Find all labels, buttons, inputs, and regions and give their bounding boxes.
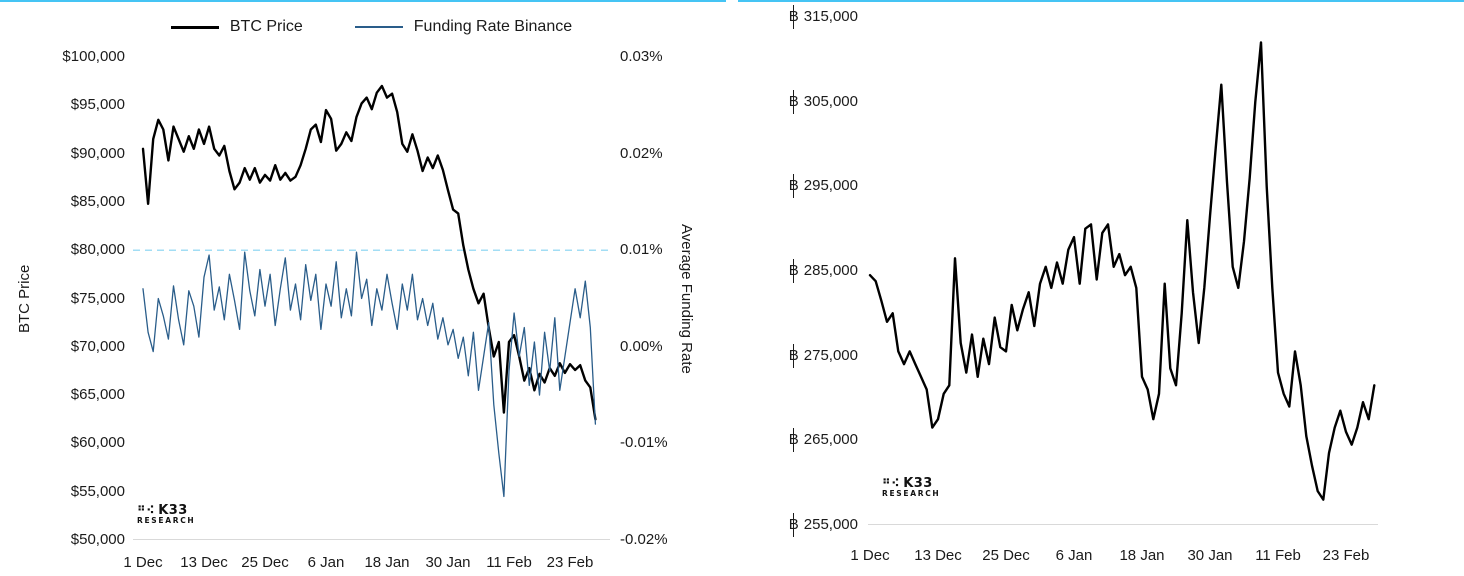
x-axis-tick-label: 18 Jan bbox=[364, 554, 410, 571]
x-axis-tick-label: 11 Feb bbox=[1255, 547, 1301, 564]
y-axis-tick-label: $80,000 bbox=[70, 241, 125, 259]
baht-currency-icon: B bbox=[788, 513, 799, 537]
y-axis-tick-label: $90,000 bbox=[70, 144, 125, 162]
chart-legend: BTC Price Funding Rate Binance bbox=[133, 18, 610, 36]
y-axis-tick-label: $100,000 bbox=[62, 48, 125, 65]
y-axis-tick-label: $85,000 bbox=[70, 192, 125, 210]
y-axis-tick-label: $55,000 bbox=[70, 482, 125, 500]
x-axis-tick-label: 18 Jan bbox=[1119, 547, 1165, 564]
plot-area-right-chart bbox=[868, 41, 1378, 525]
x-axis-tick-label: 13 Dec bbox=[180, 554, 228, 571]
baht-currency-icon: B bbox=[788, 5, 799, 29]
y-axis-tick-label: B 255,000 bbox=[788, 513, 858, 537]
y-axis-tick-label: $50,000 bbox=[70, 531, 125, 548]
baht-currency-icon: B bbox=[788, 343, 799, 368]
x-axis-tick-label: 25 Dec bbox=[241, 554, 289, 571]
k33-dots-icon: ⠛⠪ bbox=[882, 477, 901, 490]
x-axis-tick-label: 23 Feb bbox=[1322, 547, 1370, 564]
y-axis-tick-label: B 265,000 bbox=[788, 428, 858, 453]
x-axis-tick-label: 6 Jan bbox=[307, 554, 345, 571]
k33-research-logo: ⠛⠪ K33 RESEARCH bbox=[882, 476, 940, 498]
x-axis-tick-label: 13 Dec bbox=[914, 547, 962, 564]
baht-currency-icon: B bbox=[788, 89, 799, 114]
y-axis-tick-label: 0.00% bbox=[620, 337, 663, 355]
baht-currency-icon: B bbox=[788, 174, 799, 199]
k33-logo-name: K33 bbox=[158, 503, 188, 518]
y-axis-tick-label: 0.02% bbox=[620, 144, 663, 162]
plot-area-left-chart bbox=[133, 84, 610, 540]
accent-top-border bbox=[0, 0, 726, 2]
legend-item-funding-rate: Funding Rate Binance bbox=[354, 18, 573, 36]
k33-logo-subtitle: RESEARCH bbox=[882, 489, 941, 498]
baht-currency-icon: B bbox=[788, 428, 799, 453]
y-axis-tick-label: 0.03% bbox=[620, 48, 663, 65]
x-axis-tick-label: 1 Dec bbox=[123, 554, 163, 571]
btc-price-funding-rate-chart: BTC Price Funding Rate Binance BTC Price… bbox=[0, 0, 726, 576]
funding-rate-line-swatch bbox=[354, 26, 403, 28]
y-axis-tick-label: B 275,000 bbox=[788, 343, 858, 368]
accent-top-border bbox=[738, 0, 1464, 2]
y-axis-tick-label: $70,000 bbox=[70, 337, 125, 355]
y-axis-tick-label: $65,000 bbox=[70, 386, 125, 404]
x-axis-tick-label: 23 Feb bbox=[546, 554, 594, 571]
y-axis-tick-label: $60,000 bbox=[70, 434, 125, 452]
baht-currency-icon: B bbox=[788, 259, 799, 283]
k33-logo-name: K33 bbox=[903, 476, 933, 491]
y-axis-tick-label: B 305,000 bbox=[788, 89, 858, 114]
x-axis-tick-label: 6 Jan bbox=[1055, 547, 1093, 564]
btc-price-baht-chart: ⠛⠪ K33 RESEARCH B 315,000 B 305,000 B 295,000 B… bbox=[738, 0, 1464, 576]
right-axis-title: Average Funding Rate bbox=[678, 223, 695, 374]
y-axis-tick-label: $75,000 bbox=[70, 289, 125, 307]
k33-logo-subtitle: RESEARCH bbox=[137, 516, 196, 525]
x-axis-tick-label: 30 Jan bbox=[425, 554, 471, 571]
k33-dots-icon: ⠛⠪ bbox=[137, 504, 156, 517]
legend-label-funding-rate: Funding Rate Binance bbox=[413, 18, 573, 35]
y-axis-tick-label: B 315,000 bbox=[788, 5, 858, 29]
legend-label-btc-price: BTC Price bbox=[229, 18, 303, 35]
series-line bbox=[868, 41, 1376, 501]
legend-item-btc-price: BTC Price bbox=[170, 18, 303, 36]
y-axis-tick-label: -0.01% bbox=[620, 434, 668, 452]
x-axis-tick-label: 11 Feb bbox=[486, 554, 532, 571]
k33-research-logo: ⠛⠪ K33 RESEARCH bbox=[137, 503, 195, 525]
x-axis-tick-label: 25 Dec bbox=[982, 547, 1030, 564]
btc-price-line-swatch bbox=[170, 25, 219, 29]
series-line bbox=[141, 84, 597, 421]
x-axis-tick-label: 1 Dec bbox=[850, 547, 890, 564]
series-line bbox=[142, 251, 597, 498]
y-axis-tick-label: -0.02% bbox=[620, 531, 668, 548]
y-axis-tick-label: $95,000 bbox=[70, 96, 125, 114]
x-axis-tick-label: 30 Jan bbox=[1187, 547, 1233, 564]
y-axis-tick-label: B 295,000 bbox=[788, 174, 858, 199]
y-axis-tick-label: 0.01% bbox=[620, 241, 663, 259]
y-axis-tick-label: B 285,000 bbox=[788, 259, 858, 283]
